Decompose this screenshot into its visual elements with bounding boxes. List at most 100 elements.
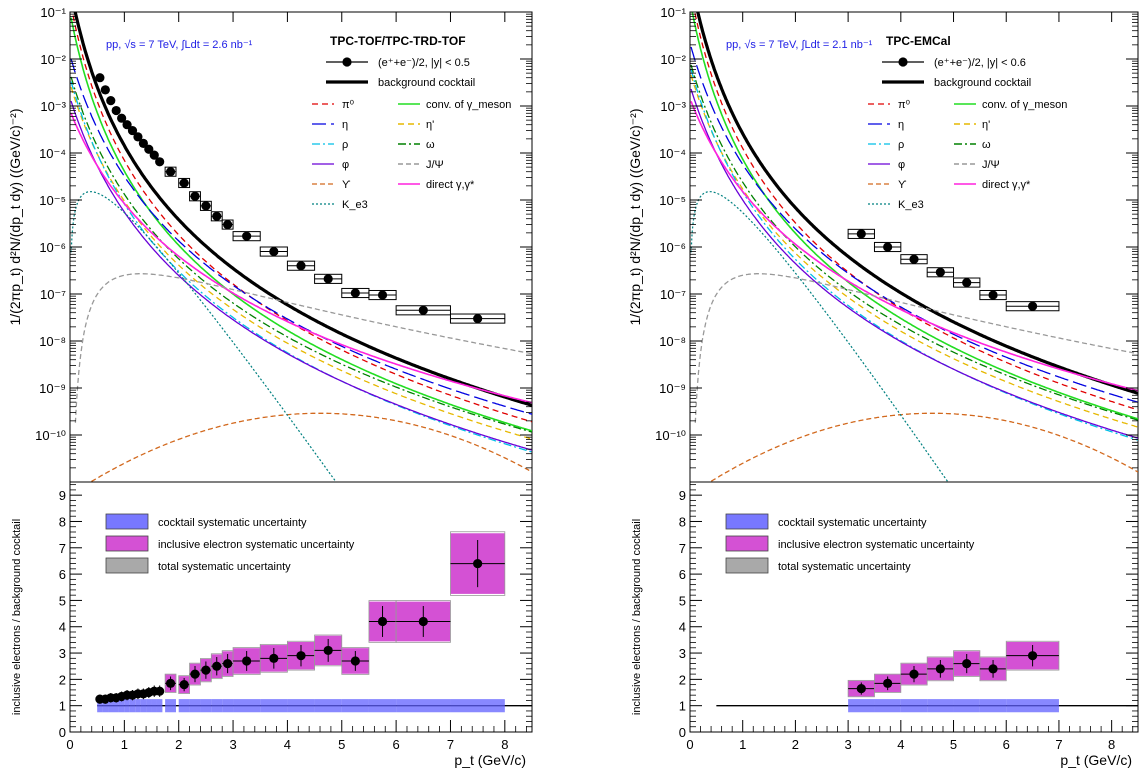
ratio-legend-swatch	[105, 535, 149, 552]
system-label: pp, √s = 7 TeV, ∫Ldt = 2.6 nb⁻¹	[106, 39, 253, 51]
ratio-point	[909, 669, 919, 679]
legend-data-marker	[898, 57, 908, 67]
detector-header: TPC-TOF/TPC-TRD-TOF	[330, 34, 466, 48]
ratio-y-tick-label: 8	[59, 514, 66, 529]
detector-header: TPC-EMCal	[886, 34, 951, 48]
data-point	[473, 313, 483, 324]
data-point	[323, 274, 333, 284]
ratio-y-tick-label: 7	[679, 541, 686, 556]
ratio-point	[190, 669, 200, 679]
data-point	[377, 290, 388, 300]
legend-ke3-label: K_e3	[898, 199, 924, 211]
ratio-y-tick-label: 4	[59, 620, 66, 635]
cocktail-sys-band	[848, 699, 875, 713]
legend-pi0-label: π⁰	[898, 99, 911, 111]
cocktail-sys-band	[97, 699, 103, 713]
ratio-point	[165, 678, 176, 688]
x-tick-label: 7	[447, 737, 454, 752]
y-tick-label: 10⁻²	[660, 52, 686, 67]
cocktail-curve-ups	[89, 412, 532, 482]
x-tick-label: 8	[501, 737, 508, 752]
ratio-legend-swatch	[105, 513, 149, 530]
x-tick-label: 0	[686, 737, 693, 752]
cocktail-curve-pi0	[694, 12, 1138, 411]
ratio-y-axis-title: inclusive electrons / background cocktai…	[631, 519, 643, 715]
legend-direct-label: direct γ,γ*	[982, 179, 1031, 191]
ratio-legend-swatch	[725, 513, 769, 530]
cocktail-sys-band	[124, 699, 130, 713]
cocktail-sys-band	[368, 699, 397, 713]
cocktail-curve-phi	[690, 88, 1138, 439]
ratio-point	[223, 658, 233, 669]
data-point	[165, 167, 176, 177]
ratio-y-tick-label: 9	[59, 488, 66, 503]
x-tick-label: 1	[121, 737, 128, 752]
ratio-y-tick-label: 2	[679, 672, 686, 687]
cocktail-curve-omega	[690, 64, 1138, 421]
ratio-y-tick-label: 0	[679, 725, 686, 740]
ratio-y-tick-label: 5	[679, 593, 686, 608]
system-label: pp, √s = 7 TeV, ∫Ldt = 2.1 nb⁻¹	[726, 39, 873, 51]
ratio-legend-swatch	[725, 557, 769, 574]
data-point	[856, 229, 866, 239]
cocktail-curve-eta	[690, 46, 1138, 403]
y-tick-label: 10⁻¹⁰	[655, 428, 686, 443]
legend-pi0-label: π⁰	[342, 99, 355, 111]
spectrum-panel-right: 10⁻¹⁰ 10⁻⁹ 10⁻⁸ 10⁻⁷ 10⁻⁶ 10⁻⁵ 10⁻⁴ 10⁻³ 10⁻² 10⁻…	[627, 5, 1139, 483]
legend-ups-label: ϒ	[898, 179, 907, 191]
ratio-point	[1027, 651, 1038, 661]
ratio-y-axis-title: inclusive electrons / background cocktai…	[11, 519, 23, 715]
ratio-point	[201, 665, 211, 675]
ratio-y-tick-label: 3	[59, 646, 66, 661]
data-point	[95, 73, 105, 83]
cocktail-sys-band	[140, 699, 147, 713]
data-point	[1027, 301, 1038, 311]
legend-eta-label: η	[342, 119, 348, 131]
legend-jpsi-label: J/Ψ	[982, 159, 1000, 171]
ratio-point	[935, 664, 945, 674]
ratio-point	[242, 656, 252, 666]
legend-data-label: (e⁺+e⁻)/2, |y| < 0.6	[934, 57, 1026, 69]
ratio-point	[962, 658, 972, 669]
y-tick-label: 10⁻⁶	[659, 240, 686, 255]
cocktail-curve-ke3	[70, 191, 337, 482]
cocktail-sys-band	[314, 699, 342, 713]
x-tick-label: 5	[338, 737, 345, 752]
legend-cocktail-label: background cocktail	[378, 77, 475, 89]
legend-rho-label: ρ	[342, 139, 348, 151]
data-point	[100, 85, 110, 95]
ratio-panel-right: cocktail systematic uncertainty inclusive…	[631, 481, 1139, 768]
x-tick-label: 2	[792, 737, 799, 752]
y-tick-label: 10⁻⁷	[40, 287, 66, 302]
cocktail-sys-band	[211, 699, 223, 713]
ratio-point	[155, 686, 165, 696]
cocktail-sys-band	[874, 699, 901, 713]
ratio-legend-label: inclusive electron systematic uncertaint…	[778, 539, 975, 551]
cocktail-sys-band	[260, 699, 288, 713]
cocktail-sys-band	[287, 699, 315, 713]
y-tick-label: 10⁻¹	[40, 5, 66, 20]
ratio-legend-label: total systematic uncertainty	[778, 561, 911, 573]
ratio-legend-label: total systematic uncertainty	[158, 561, 291, 573]
cocktail-sys-band	[979, 699, 1007, 713]
ratio-point	[883, 678, 893, 688]
x-tick-label: 8	[1108, 737, 1115, 752]
ratio-point	[350, 656, 360, 666]
data-point	[127, 125, 138, 136]
y-tick-label: 10⁻⁸	[39, 334, 66, 349]
data-point	[144, 144, 154, 154]
cocktail-sys-band	[118, 699, 125, 713]
cocktail-curve-direct	[70, 112, 532, 404]
ratio-y-tick-label: 6	[679, 567, 686, 582]
y-tick-label: 10⁻⁷	[660, 287, 686, 302]
y-tick-label: 10⁻⁶	[39, 240, 66, 255]
legend-direct-label: direct γ,γ*	[426, 179, 475, 191]
ratio-point	[269, 653, 279, 663]
ratio-point	[179, 680, 189, 690]
x-tick-label: 5	[950, 737, 957, 752]
cocktail-curve-ke3	[690, 191, 949, 482]
legend-omega-label: ω	[426, 139, 435, 151]
cocktail-sys-band	[113, 699, 119, 713]
data-point	[909, 254, 919, 264]
data-point	[242, 231, 252, 241]
